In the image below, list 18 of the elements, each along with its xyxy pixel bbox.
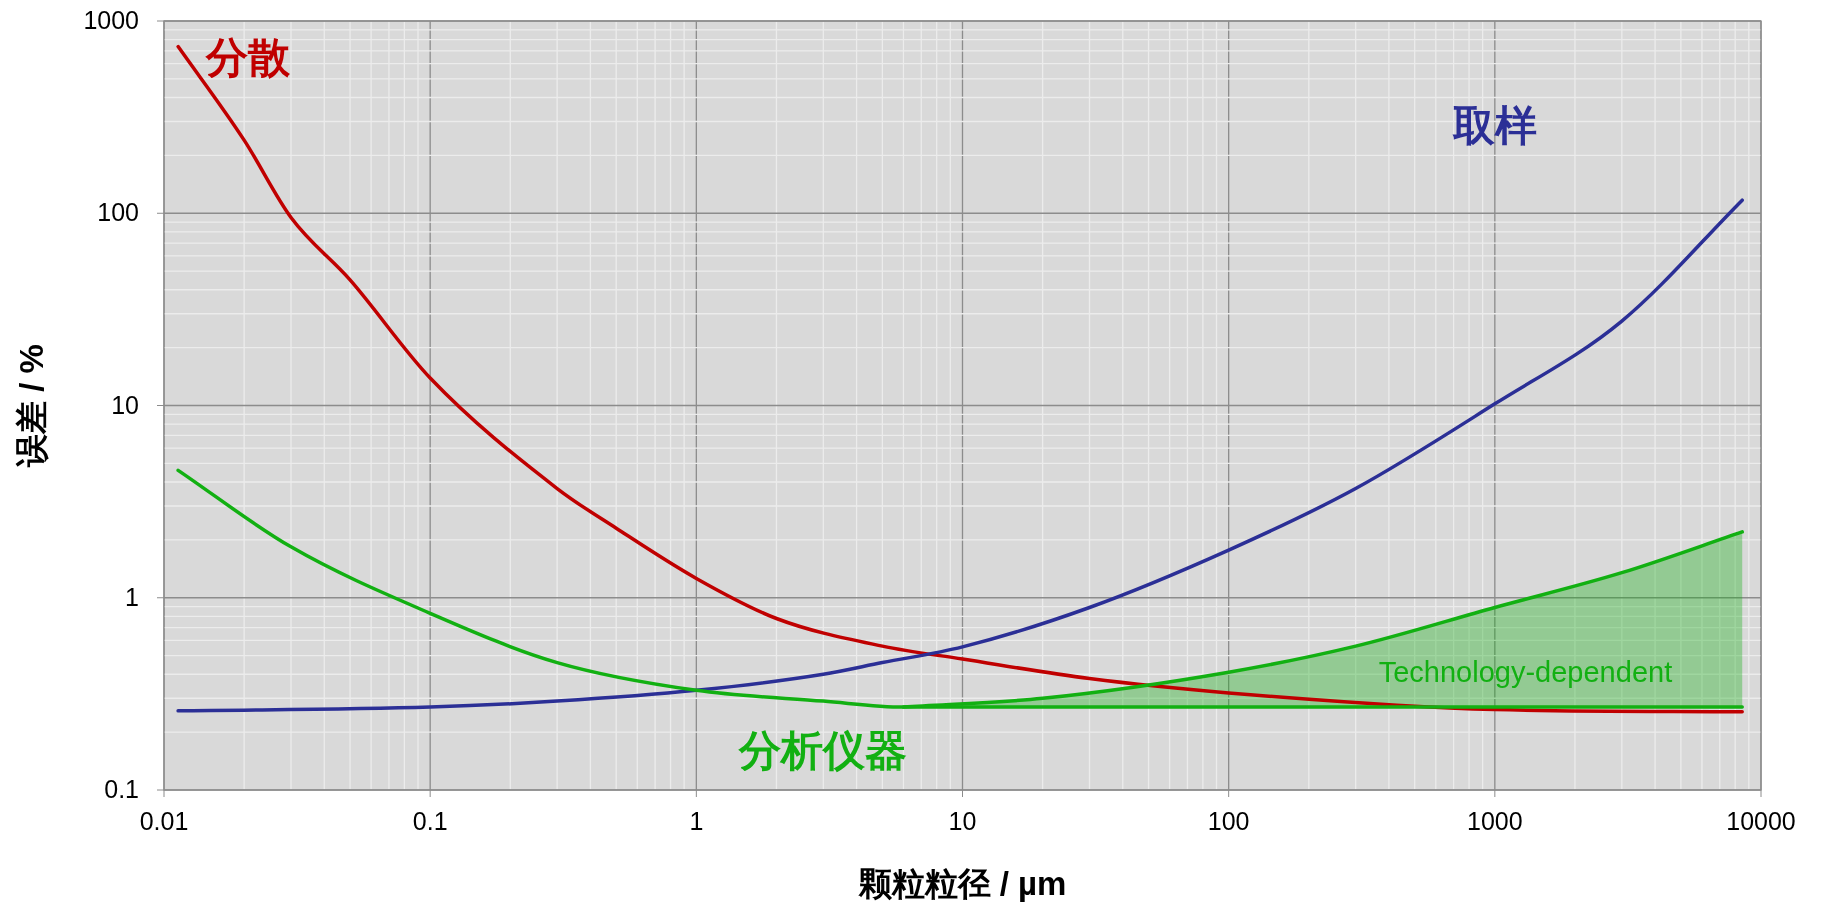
y-tick-label: 1000 (83, 6, 139, 34)
series-label: Technology-dependent (1378, 656, 1673, 689)
text: 取样 (1451, 102, 1537, 150)
y-tick-label: 10 (111, 390, 139, 419)
x-tick-label: 100 (1207, 807, 1250, 835)
series-label: 分析仪器 (738, 727, 908, 774)
x-tick-label: 1 (689, 807, 704, 835)
y-tick-label: 100 (97, 198, 139, 227)
x-tick-label: 10000 (1726, 807, 1796, 835)
x-axis-title: 颗粒粒径 / µm (857, 865, 1067, 902)
x-tick-label: 10 (948, 807, 977, 835)
x-tick-label: 0.1 (412, 807, 448, 835)
y-axis-title: 误差 / % (13, 344, 50, 468)
x-tick-label: 0.01 (139, 807, 189, 835)
y-tick-label: 1 (125, 582, 139, 611)
x-tick-label: 1000 (1467, 807, 1523, 835)
series-label: 分散 (205, 33, 292, 81)
y-tick-label: 0.1 (104, 775, 139, 803)
